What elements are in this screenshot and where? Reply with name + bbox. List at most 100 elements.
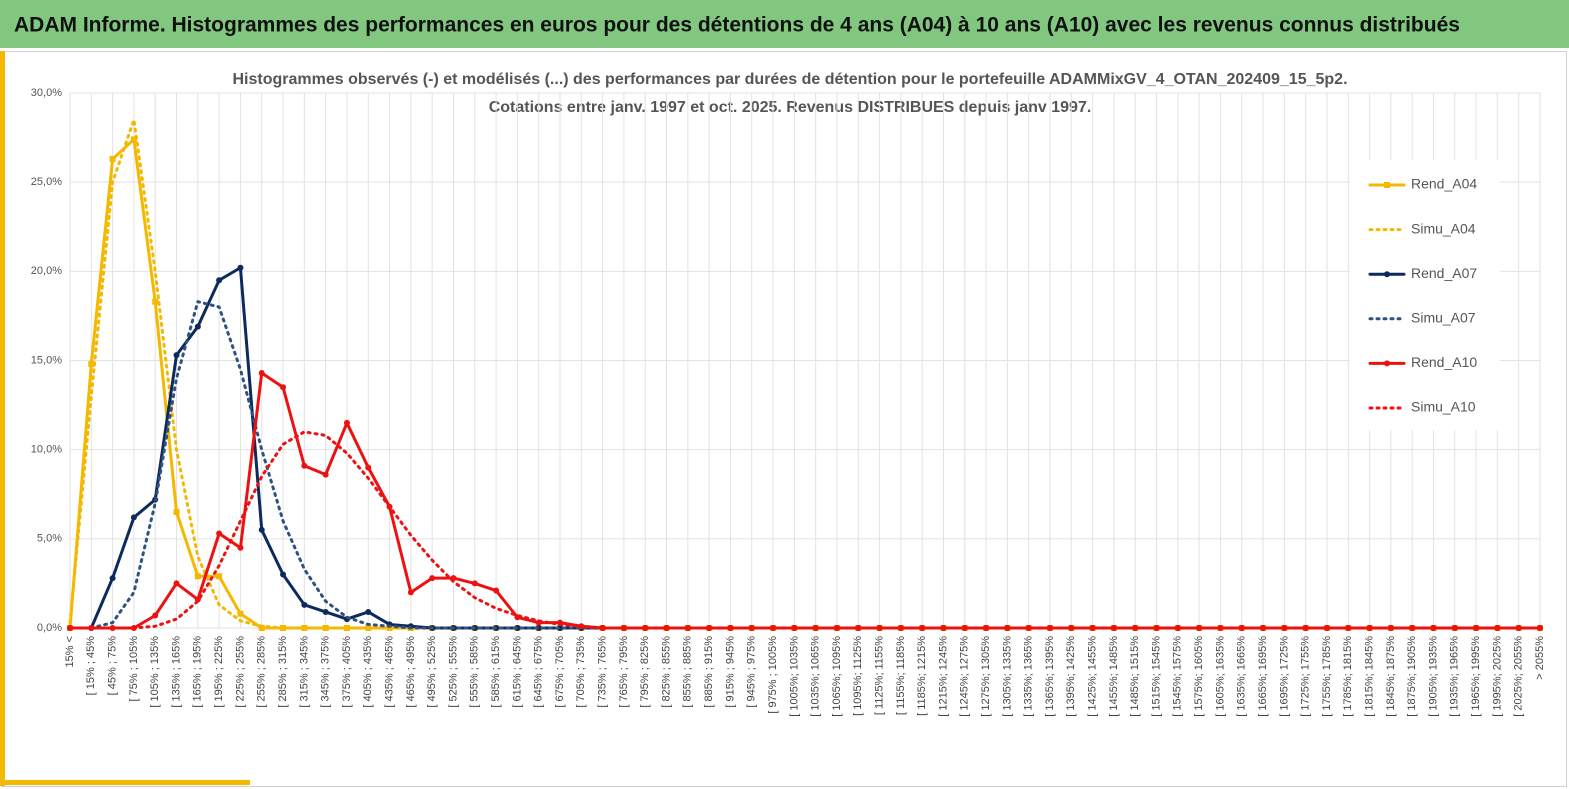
x-tick-label: [ 525% ; 555% — [447, 636, 459, 708]
marker — [109, 575, 116, 582]
frame-accent — [0, 51, 5, 786]
marker — [407, 589, 414, 596]
x-tick-label: [ 1995%; 2025% — [1491, 636, 1503, 717]
marker — [258, 625, 265, 631]
series-line — [68, 137, 1542, 630]
marker — [897, 625, 904, 631]
x-tick-label: [ 1785%; 1815% — [1342, 636, 1354, 717]
marker — [216, 573, 223, 580]
marker — [322, 608, 329, 615]
x-tick-label: [ 345% ; 375% — [320, 636, 332, 708]
y-tick-label: 5,0% — [37, 533, 62, 545]
legend-label: Simu_A04 — [1411, 220, 1476, 236]
x-tick-label: [ 555% ; 585% — [469, 636, 481, 708]
x-tick-label: [ 795% ; 825% — [639, 636, 651, 708]
legend-label: Simu_A07 — [1411, 310, 1476, 326]
series-line — [68, 300, 1542, 630]
x-tick-label: [ 405% ; 435% — [362, 636, 374, 708]
legend-box — [1350, 160, 1500, 430]
x-tick-label: [ 225% ; 255% — [234, 636, 246, 708]
marker — [301, 601, 308, 608]
x-tick-label: [ 1395%; 1425% — [1065, 636, 1077, 717]
x-tick-label: [ 1695%; 1725% — [1278, 636, 1290, 717]
x-tick-label: [ 495% ; 525% — [426, 636, 438, 708]
marker — [1345, 625, 1352, 631]
legend-label: Rend_A10 — [1411, 354, 1477, 370]
x-tick-label: 15% < — [64, 636, 76, 668]
x-tick-label: [ 1575%; 1605% — [1193, 636, 1205, 717]
x-tick-label: [ 1845%; 1875% — [1385, 636, 1397, 717]
header-bar — [0, 0, 1569, 48]
marker — [1323, 625, 1330, 631]
marker — [194, 573, 201, 580]
x-tick-label: [ 1905%; 1935% — [1427, 636, 1439, 717]
marker — [152, 612, 159, 619]
x-tick-label: [ 1275%; 1305% — [980, 636, 992, 717]
x-tick-label: [ 855% ; 885% — [682, 636, 694, 708]
y-tick-label: 20,0% — [31, 265, 62, 277]
x-tick-label: [ 1815%; 1845% — [1363, 636, 1375, 717]
marker — [216, 277, 223, 284]
x-tick-label: [ 1965%; 1995% — [1470, 636, 1482, 717]
marker — [429, 575, 436, 582]
x-tick-label: [ 735% ; 765% — [597, 636, 609, 708]
x-tick-label: [ 1665%; 1695% — [1257, 636, 1269, 717]
marker — [812, 625, 819, 631]
marker — [471, 580, 478, 587]
marker — [237, 610, 244, 617]
x-tick-label: [ 975% ; 1005% — [767, 636, 779, 714]
marker — [833, 625, 840, 631]
frame-accent — [0, 780, 250, 785]
x-tick-label: [ 825% ; 855% — [660, 636, 672, 708]
marker — [365, 464, 372, 471]
x-tick-label: [ 765% ; 795% — [618, 636, 630, 708]
marker — [1409, 625, 1416, 631]
series-line — [68, 371, 1542, 630]
marker — [216, 530, 223, 537]
y-tick-label: 10,0% — [31, 444, 62, 456]
x-tick-label: [ 645% ; 675% — [533, 636, 545, 708]
x-tick-label: [ 1455%; 1485% — [1108, 636, 1120, 717]
x-tick-label: [ 105% ; 135% — [149, 636, 161, 708]
header-title: ADAM Informe. Histogrammes des performan… — [14, 14, 1460, 37]
x-tick-label: [ 1155%; 1185% — [895, 636, 907, 715]
x-tick-label: [ 1035%; 1065% — [810, 636, 822, 717]
x-tick-label: [ 315% ; 345% — [298, 636, 310, 708]
x-tick-label: [ 255% ; 285% — [256, 636, 268, 708]
legend-label: Simu_A10 — [1411, 399, 1476, 415]
marker — [258, 369, 265, 376]
x-tick-label: [ 1305%; 1335% — [1001, 636, 1013, 717]
x-tick-label: [ 435% ; 465% — [383, 636, 395, 708]
x-tick-label: [ 75% ; 105% — [128, 636, 140, 702]
x-tick-label: [ 1215%; 1245% — [937, 636, 949, 717]
x-tick-label: [ 195% ; 225% — [213, 636, 225, 708]
chart-subtitle: Cotations entre janv. 1997 et oct. 2025.… — [489, 99, 1092, 116]
marker — [237, 264, 244, 271]
x-tick-label: [ 1425%; 1455% — [1087, 636, 1099, 717]
marker — [557, 625, 563, 631]
legend-marker — [1384, 182, 1390, 188]
x-tick-label: [ 705% ; 735% — [575, 636, 587, 708]
x-tick-label: [ 1095%; 1125% — [852, 636, 864, 716]
marker — [280, 571, 287, 578]
x-tick-label: [ 1635%; 1665% — [1236, 636, 1248, 717]
marker — [919, 625, 926, 631]
marker — [322, 471, 329, 478]
chart-title: Histogrammes observés (-) et modélisés (… — [232, 71, 1347, 88]
marker — [791, 625, 798, 631]
x-tick-label: [ 675% ; 705% — [554, 636, 566, 708]
marker — [280, 384, 287, 391]
marker — [173, 580, 180, 587]
x-tick-label: [ 1935%; 1965% — [1449, 636, 1461, 717]
marker — [173, 352, 180, 359]
x-tick-label: [ 1485%; 1515% — [1129, 636, 1141, 717]
marker — [1366, 625, 1373, 631]
series-line — [68, 118, 1542, 630]
legend-marker — [1384, 360, 1390, 367]
marker — [535, 625, 542, 631]
marker — [109, 155, 116, 162]
marker — [493, 587, 500, 594]
x-tick-label: [ 945% ; 975% — [746, 636, 758, 708]
x-tick-label: [ 1005%; 1035% — [788, 636, 800, 717]
marker — [173, 509, 180, 516]
